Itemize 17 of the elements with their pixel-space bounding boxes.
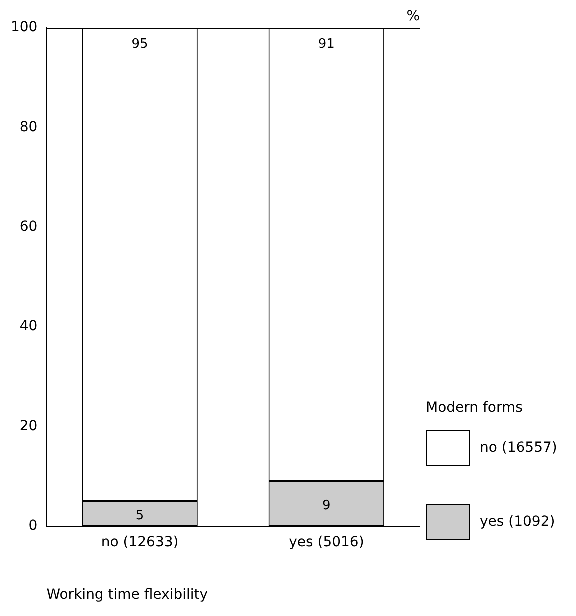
y-tick-label: 40 bbox=[20, 318, 38, 335]
y-tick-label: 80 bbox=[20, 119, 38, 136]
data-label: 95 bbox=[132, 36, 148, 52]
data-label: 9 bbox=[322, 498, 331, 514]
text: no (16557) bbox=[480, 440, 558, 456]
y-tick-label: 20 bbox=[20, 418, 38, 434]
data-label: 91 bbox=[318, 36, 335, 52]
y-tick-label: 100 bbox=[10, 20, 38, 36]
y-axis-title: % bbox=[406, 8, 420, 25]
x-tick-label: yes (5016) bbox=[289, 534, 364, 550]
legend-title: Modern forms bbox=[426, 400, 524, 416]
x-axis-title: Working time flexibility bbox=[46, 587, 208, 604]
text: yes (1092) bbox=[480, 514, 556, 530]
data-label: 5 bbox=[136, 508, 144, 524]
x-tick-label: no (12633) bbox=[101, 534, 179, 550]
y-tick-label: 60 bbox=[20, 219, 38, 235]
y-tick-label: 0 bbox=[28, 518, 38, 534]
